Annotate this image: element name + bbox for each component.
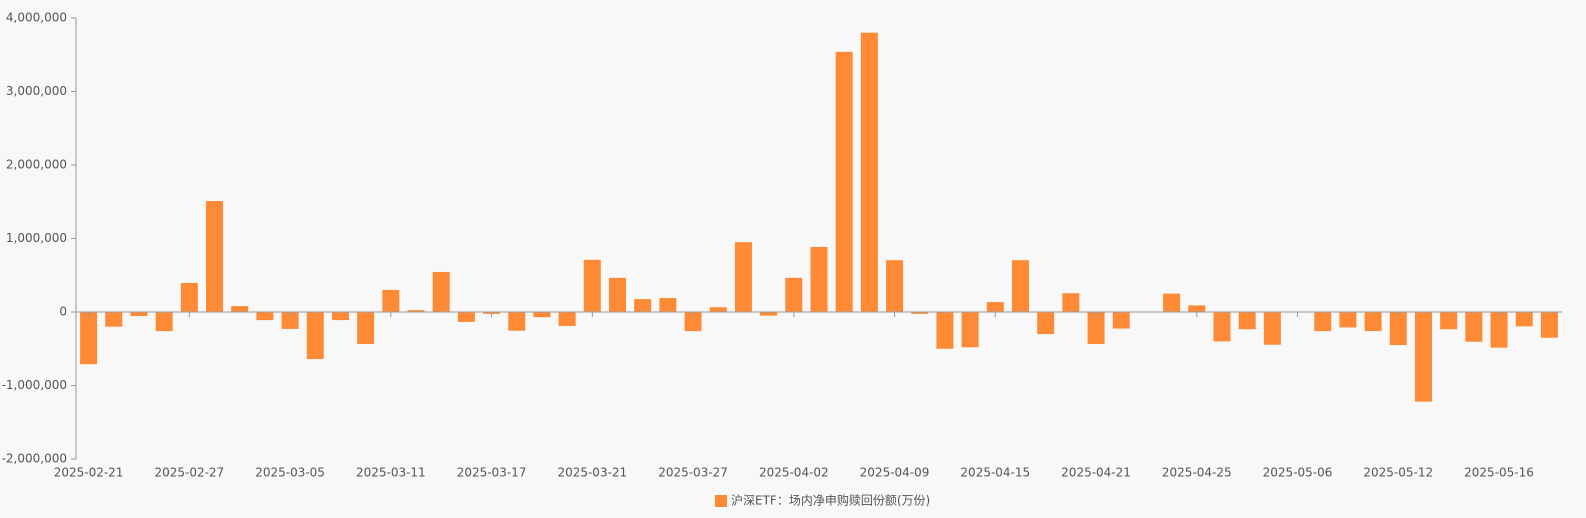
bar [105,312,123,327]
x-tick-label: 2025-03-17 [457,466,527,480]
y-tick-label: 4,000,000 [6,11,67,25]
bar [80,312,98,365]
y-tick-label: -1,000,000 [2,378,67,392]
x-tick-label: 2025-04-21 [1061,466,1131,480]
bar [1087,312,1105,344]
x-tick-label: 2025-03-27 [658,466,728,480]
bar [357,312,375,344]
bar [1515,312,1533,327]
bar [533,312,551,318]
x-tick-label: 2025-03-11 [356,466,426,480]
bar [583,259,601,312]
bar [886,260,904,312]
bar [457,312,475,322]
bar [1490,312,1508,348]
bar [130,312,148,317]
x-tick-label: 2025-05-12 [1363,466,1433,480]
x-tick-label: 2025-02-27 [154,466,224,480]
y-tick-label: 1,000,000 [6,231,67,245]
bar [180,282,198,312]
bar [281,312,299,329]
bar [432,271,450,312]
x-tick-label: 2025-03-05 [255,466,325,480]
bar [734,242,752,312]
bar [609,277,627,312]
x-tick-label: 2025-02-21 [54,466,124,480]
bar [810,246,828,312]
bar [1188,305,1206,312]
bar [1213,312,1231,342]
bar [231,306,249,312]
bar [1037,312,1055,335]
bar [986,302,1004,312]
legend-swatch[interactable] [715,495,727,507]
bar [558,312,576,326]
bar [1339,312,1357,328]
bar [1062,293,1080,312]
bar [508,312,526,331]
bar [936,312,954,349]
x-tick-label: 2025-05-06 [1263,466,1333,480]
bar [1163,293,1181,312]
bar [835,51,853,313]
bar [1314,312,1332,332]
bar [911,312,929,314]
bar [1540,312,1558,338]
x-tick-label: 2025-04-15 [960,466,1030,480]
bar [407,310,425,312]
bar [306,312,324,360]
x-tick-label: 2025-04-25 [1162,466,1232,480]
y-tick-label: 0 [59,305,67,319]
bar [860,32,878,312]
bar [1364,312,1382,332]
bar [785,277,803,312]
bar [1440,312,1458,330]
x-tick-label: 2025-04-09 [860,466,930,480]
y-tick-label: 3,000,000 [6,84,67,98]
bar [1465,312,1483,342]
bar [1112,312,1130,329]
x-tick-label: 2025-03-21 [557,466,627,480]
bar [1263,312,1281,345]
bar [1011,260,1029,312]
bar [206,201,224,312]
bar [684,312,702,332]
y-tick-label: -2,000,000 [2,452,67,466]
bar [961,312,979,348]
bar [155,312,173,332]
y-tick-label: 2,000,000 [6,158,67,172]
x-tick-label: 2025-04-02 [759,466,829,480]
legend-label[interactable]: 沪深ETF：场内净申购赎回份额(万份) [731,493,930,508]
bar [256,312,274,321]
bar [331,312,349,321]
bar [1238,312,1256,330]
bar [634,299,652,312]
bar [659,298,677,312]
bar [709,307,727,312]
bar [382,289,400,312]
bar [760,312,778,316]
x-tick-label: 2025-05-16 [1464,466,1534,480]
bar [1389,312,1407,346]
bar [1414,312,1432,402]
